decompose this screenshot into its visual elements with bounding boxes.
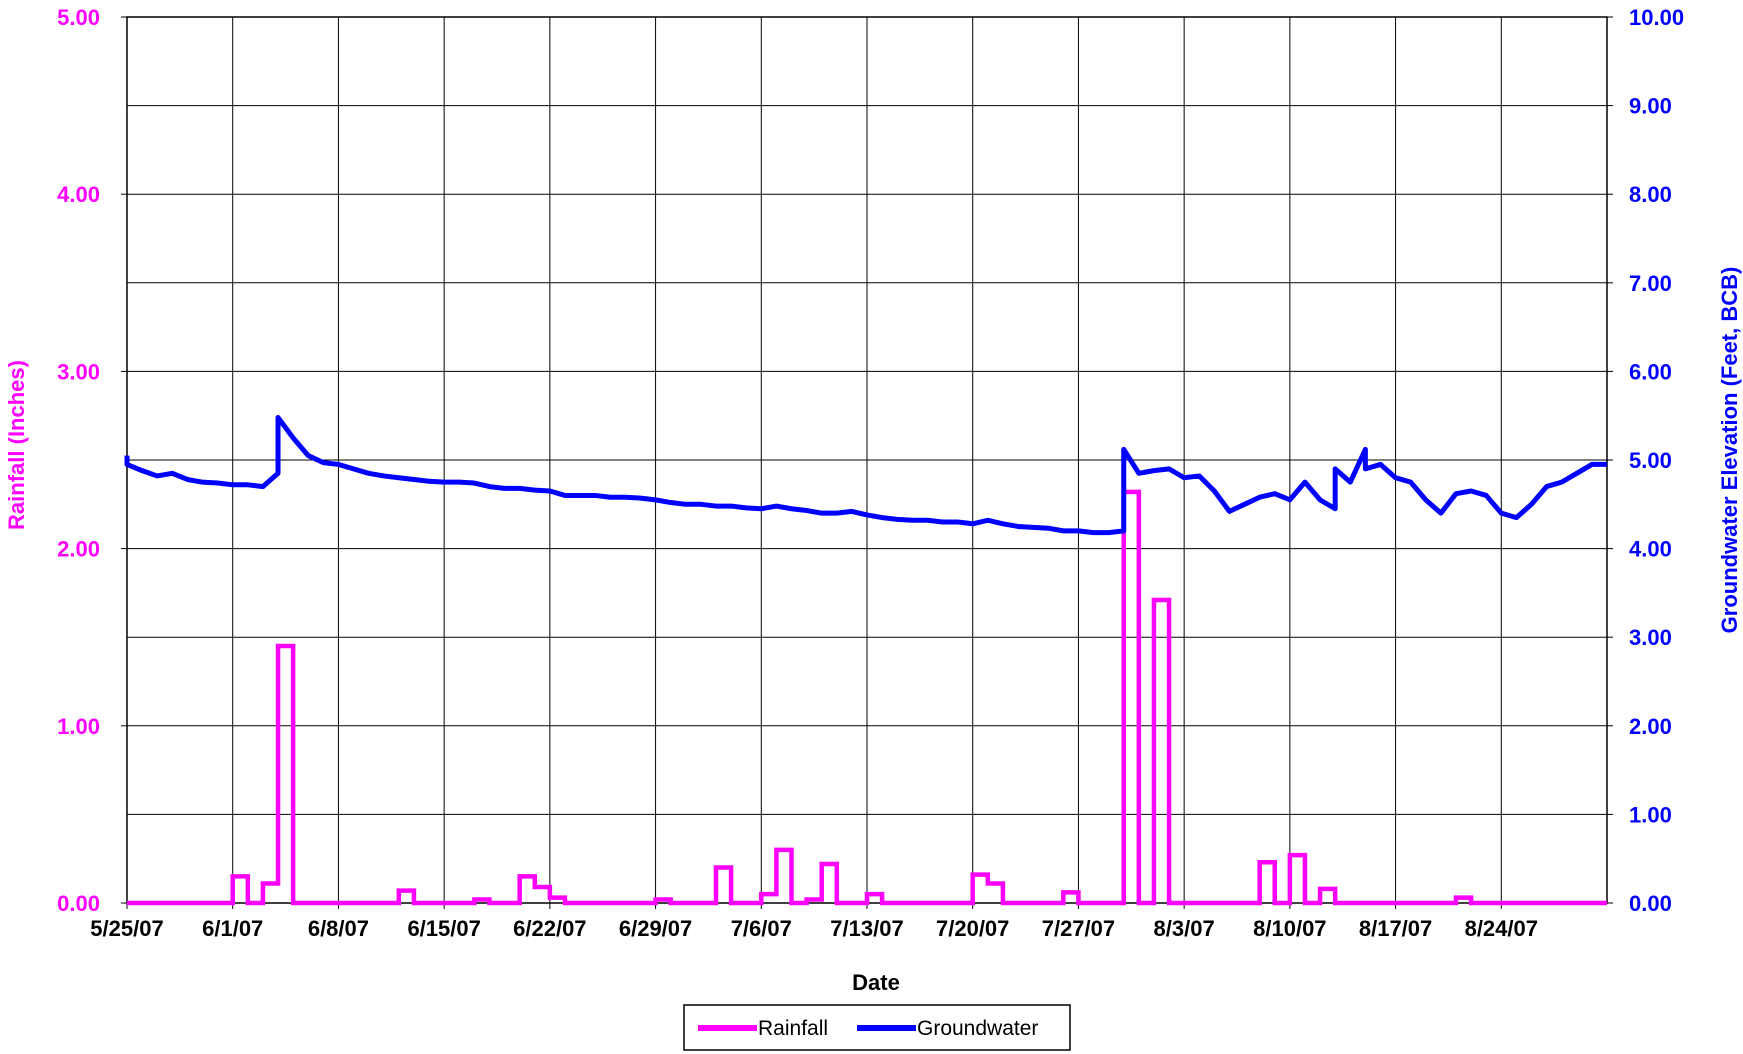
x-tick-label: 6/29/07 (619, 916, 692, 941)
y-right-tick-label: 6.00 (1629, 359, 1672, 384)
grid (126, 16, 1608, 904)
y-axis-right-title: Groundwater Elevation (Feet, BCB) (1717, 267, 1742, 634)
x-axis-ticks: 5/25/07 6/1/07 6/8/07 6/15/07 6/22/07 6/29/07… (90, 903, 1538, 941)
y-right-tick-label: 3.00 (1629, 625, 1672, 650)
y-left-tick-label: 2.00 (57, 537, 100, 562)
x-tick-label: 8/10/07 (1253, 916, 1326, 941)
x-tick-label: 8/17/07 (1359, 916, 1432, 941)
x-tick-label: 7/27/07 (1042, 916, 1115, 941)
y-right-tick-label: 8.00 (1629, 182, 1672, 207)
y-right-tick-label: 0.00 (1629, 891, 1672, 916)
y-left-tick-label: 3.00 (57, 359, 100, 384)
left-axis-ticks: 0.00 1.00 2.00 3.00 4.00 5.00 (57, 5, 127, 916)
series-layer (124, 414, 1607, 906)
x-tick-label: 5/25/07 (90, 916, 163, 941)
y-left-tick-label: 5.00 (57, 5, 100, 30)
y-left-tick-label: 0.00 (57, 891, 100, 916)
x-tick-label: 7/13/07 (830, 916, 903, 941)
x-tick-label: 6/1/07 (202, 916, 263, 941)
y-right-tick-label: 4.00 (1629, 537, 1672, 562)
x-tick-label: 6/15/07 (407, 916, 480, 941)
groundwater-series-line (124, 414, 1607, 536)
y-right-tick-label: 2.00 (1629, 714, 1672, 739)
y-right-tick-label: 10.00 (1629, 5, 1684, 30)
legend-rainfall-label: Rainfall (758, 1017, 828, 1040)
y-right-tick-label: 7.00 (1629, 271, 1672, 296)
x-tick-label: 8/3/07 (1154, 916, 1215, 941)
x-tick-label: 7/20/07 (936, 916, 1009, 941)
rainfall-series-line (127, 489, 1607, 906)
x-tick-label: 6/8/07 (308, 916, 369, 941)
x-tick-label: 6/22/07 (513, 916, 586, 941)
x-tick-label: 8/24/07 (1465, 916, 1538, 941)
y-left-tick-label: 4.00 (57, 182, 100, 207)
legend: Rainfall Groundwater (683, 1004, 1071, 1051)
y-left-tick-label: 1.00 (57, 714, 100, 739)
right-axis-ticks: 0.00 1.00 2.00 3.00 4.00 5.00 6.00 7.00 8.00 9.00… (1607, 5, 1684, 916)
y-right-tick-label: 1.00 (1629, 802, 1672, 827)
y-axis-left-title: Rainfall (Inches) (4, 360, 29, 530)
y-right-tick-label: 5.00 (1629, 448, 1672, 473)
x-axis-title: Date (852, 970, 900, 995)
legend-groundwater-label: Groundwater (917, 1017, 1038, 1040)
x-tick-label: 7/6/07 (731, 916, 792, 941)
y-right-tick-label: 9.00 (1629, 94, 1672, 119)
